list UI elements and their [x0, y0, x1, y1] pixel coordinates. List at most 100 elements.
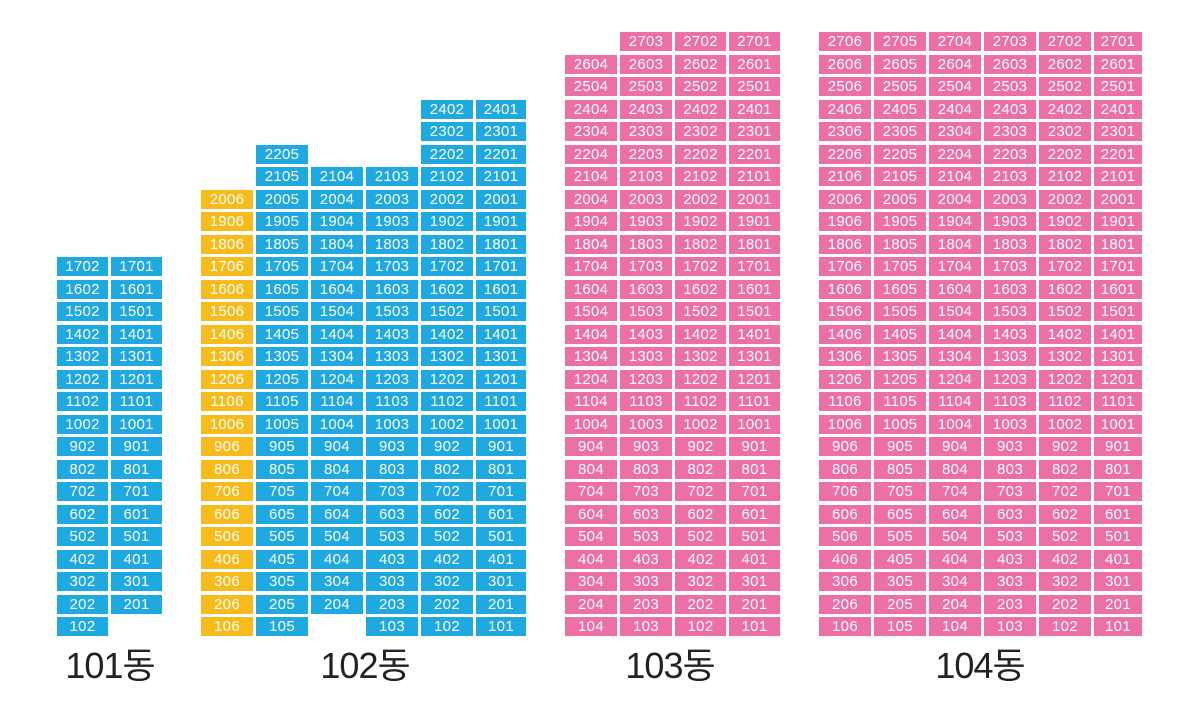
- unit-1701: 1701: [476, 257, 526, 276]
- unit-103: 103: [620, 617, 672, 636]
- unit-901: 901: [729, 437, 780, 456]
- unit-701: 701: [476, 482, 526, 501]
- unit-2202: 2202: [675, 144, 726, 164]
- unit-1603: 1603: [984, 279, 1036, 299]
- unit-2301: 2301: [476, 122, 526, 141]
- unit-301: 301: [111, 572, 162, 591]
- unit-2602: 2602: [675, 54, 726, 74]
- unit-901: 901: [1094, 437, 1142, 456]
- unit-1905: 1905: [874, 212, 926, 231]
- unit-1906: 1906: [201, 212, 253, 231]
- unit-1303: 1303: [984, 347, 1036, 366]
- unit-604: 604: [929, 504, 981, 524]
- unit-501: 501: [1094, 527, 1142, 546]
- unit-1606: 1606: [819, 279, 871, 299]
- unit-502: 502: [421, 527, 473, 546]
- unit-501: 501: [111, 527, 162, 546]
- unit-1506: 1506: [819, 302, 871, 321]
- unit-1402: 1402: [421, 324, 473, 344]
- unit-1104: 1104: [311, 392, 363, 411]
- unit-2604: 2604: [565, 54, 617, 74]
- unit-2006: 2006: [201, 189, 253, 209]
- unit-1902: 1902: [1039, 212, 1091, 231]
- unit-201: 201: [476, 594, 526, 614]
- unit-1701: 1701: [1094, 257, 1142, 276]
- unit-1305: 1305: [256, 347, 308, 366]
- unit-206: 206: [819, 594, 871, 614]
- unit-1502: 1502: [675, 302, 726, 321]
- unit-2402: 2402: [675, 99, 726, 119]
- unit-302: 302: [675, 572, 726, 591]
- unit-903: 903: [620, 437, 672, 456]
- unit-2204: 2204: [565, 144, 617, 164]
- unit-2104: 2104: [565, 167, 617, 186]
- unit-1905: 1905: [256, 212, 308, 231]
- unit-606: 606: [201, 504, 253, 524]
- unit-804: 804: [565, 459, 617, 479]
- unit-1502: 1502: [421, 302, 473, 321]
- unit-402: 402: [1039, 549, 1091, 569]
- unit-601: 601: [1094, 504, 1142, 524]
- unit-501: 501: [729, 527, 780, 546]
- unit-1103: 1103: [620, 392, 672, 411]
- unit-806: 806: [201, 459, 253, 479]
- unit-1801: 1801: [1094, 234, 1142, 254]
- unit-2303: 2303: [620, 122, 672, 141]
- unit-904: 904: [929, 437, 981, 456]
- unit-403: 403: [984, 549, 1036, 569]
- unit-1804: 1804: [565, 234, 617, 254]
- unit-2105: 2105: [256, 167, 308, 186]
- unit-905: 905: [874, 437, 926, 456]
- unit-1405: 1405: [874, 324, 926, 344]
- unit-504: 504: [565, 527, 617, 546]
- unit-1102: 1102: [1039, 392, 1091, 411]
- unit-301: 301: [1094, 572, 1142, 591]
- unit-204: 204: [311, 594, 363, 614]
- unit-2301: 2301: [729, 122, 780, 141]
- unit-2105: 2105: [874, 167, 926, 186]
- unit-2002: 2002: [1039, 189, 1091, 209]
- unit-506: 506: [819, 527, 871, 546]
- unit-2003: 2003: [620, 189, 672, 209]
- unit-1701: 1701: [729, 257, 780, 276]
- unit-102: 102: [57, 617, 108, 636]
- unit-1204: 1204: [311, 369, 363, 389]
- unit-2204: 2204: [929, 144, 981, 164]
- unit-1904: 1904: [311, 212, 363, 231]
- unit-2305: 2305: [874, 122, 926, 141]
- unit-1306: 1306: [819, 347, 871, 366]
- unit-702: 702: [57, 482, 108, 501]
- unit-1901: 1901: [1094, 212, 1142, 231]
- unit-1201: 1201: [729, 369, 780, 389]
- unit-1602: 1602: [675, 279, 726, 299]
- building-label-102: 102동: [320, 645, 410, 686]
- unit-206: 206: [201, 594, 253, 614]
- unit-403: 403: [620, 549, 672, 569]
- unit-2501: 2501: [729, 77, 780, 96]
- unit-2102: 2102: [675, 167, 726, 186]
- unit-1302: 1302: [1039, 347, 1091, 366]
- unit-1601: 1601: [476, 279, 526, 299]
- unit-2301: 2301: [1094, 122, 1142, 141]
- unit-1903: 1903: [984, 212, 1036, 231]
- unit-102: 102: [1039, 617, 1091, 636]
- unit-1004: 1004: [929, 414, 981, 434]
- unit-104: 104: [929, 617, 981, 636]
- unit-1301: 1301: [1094, 347, 1142, 366]
- unit-204: 204: [929, 594, 981, 614]
- unit-404: 404: [565, 549, 617, 569]
- unit-102: 102: [675, 617, 726, 636]
- unit-2201: 2201: [476, 144, 526, 164]
- unit-203: 203: [366, 594, 418, 614]
- unit-1006: 1006: [819, 414, 871, 434]
- unit-1705: 1705: [874, 257, 926, 276]
- unit-1502: 1502: [1039, 302, 1091, 321]
- unit-404: 404: [311, 549, 363, 569]
- unit-1004: 1004: [311, 414, 363, 434]
- unit-1805: 1805: [256, 234, 308, 254]
- unit-1205: 1205: [874, 369, 926, 389]
- unit-1401: 1401: [111, 324, 162, 344]
- unit-806: 806: [819, 459, 871, 479]
- unit-1103: 1103: [366, 392, 418, 411]
